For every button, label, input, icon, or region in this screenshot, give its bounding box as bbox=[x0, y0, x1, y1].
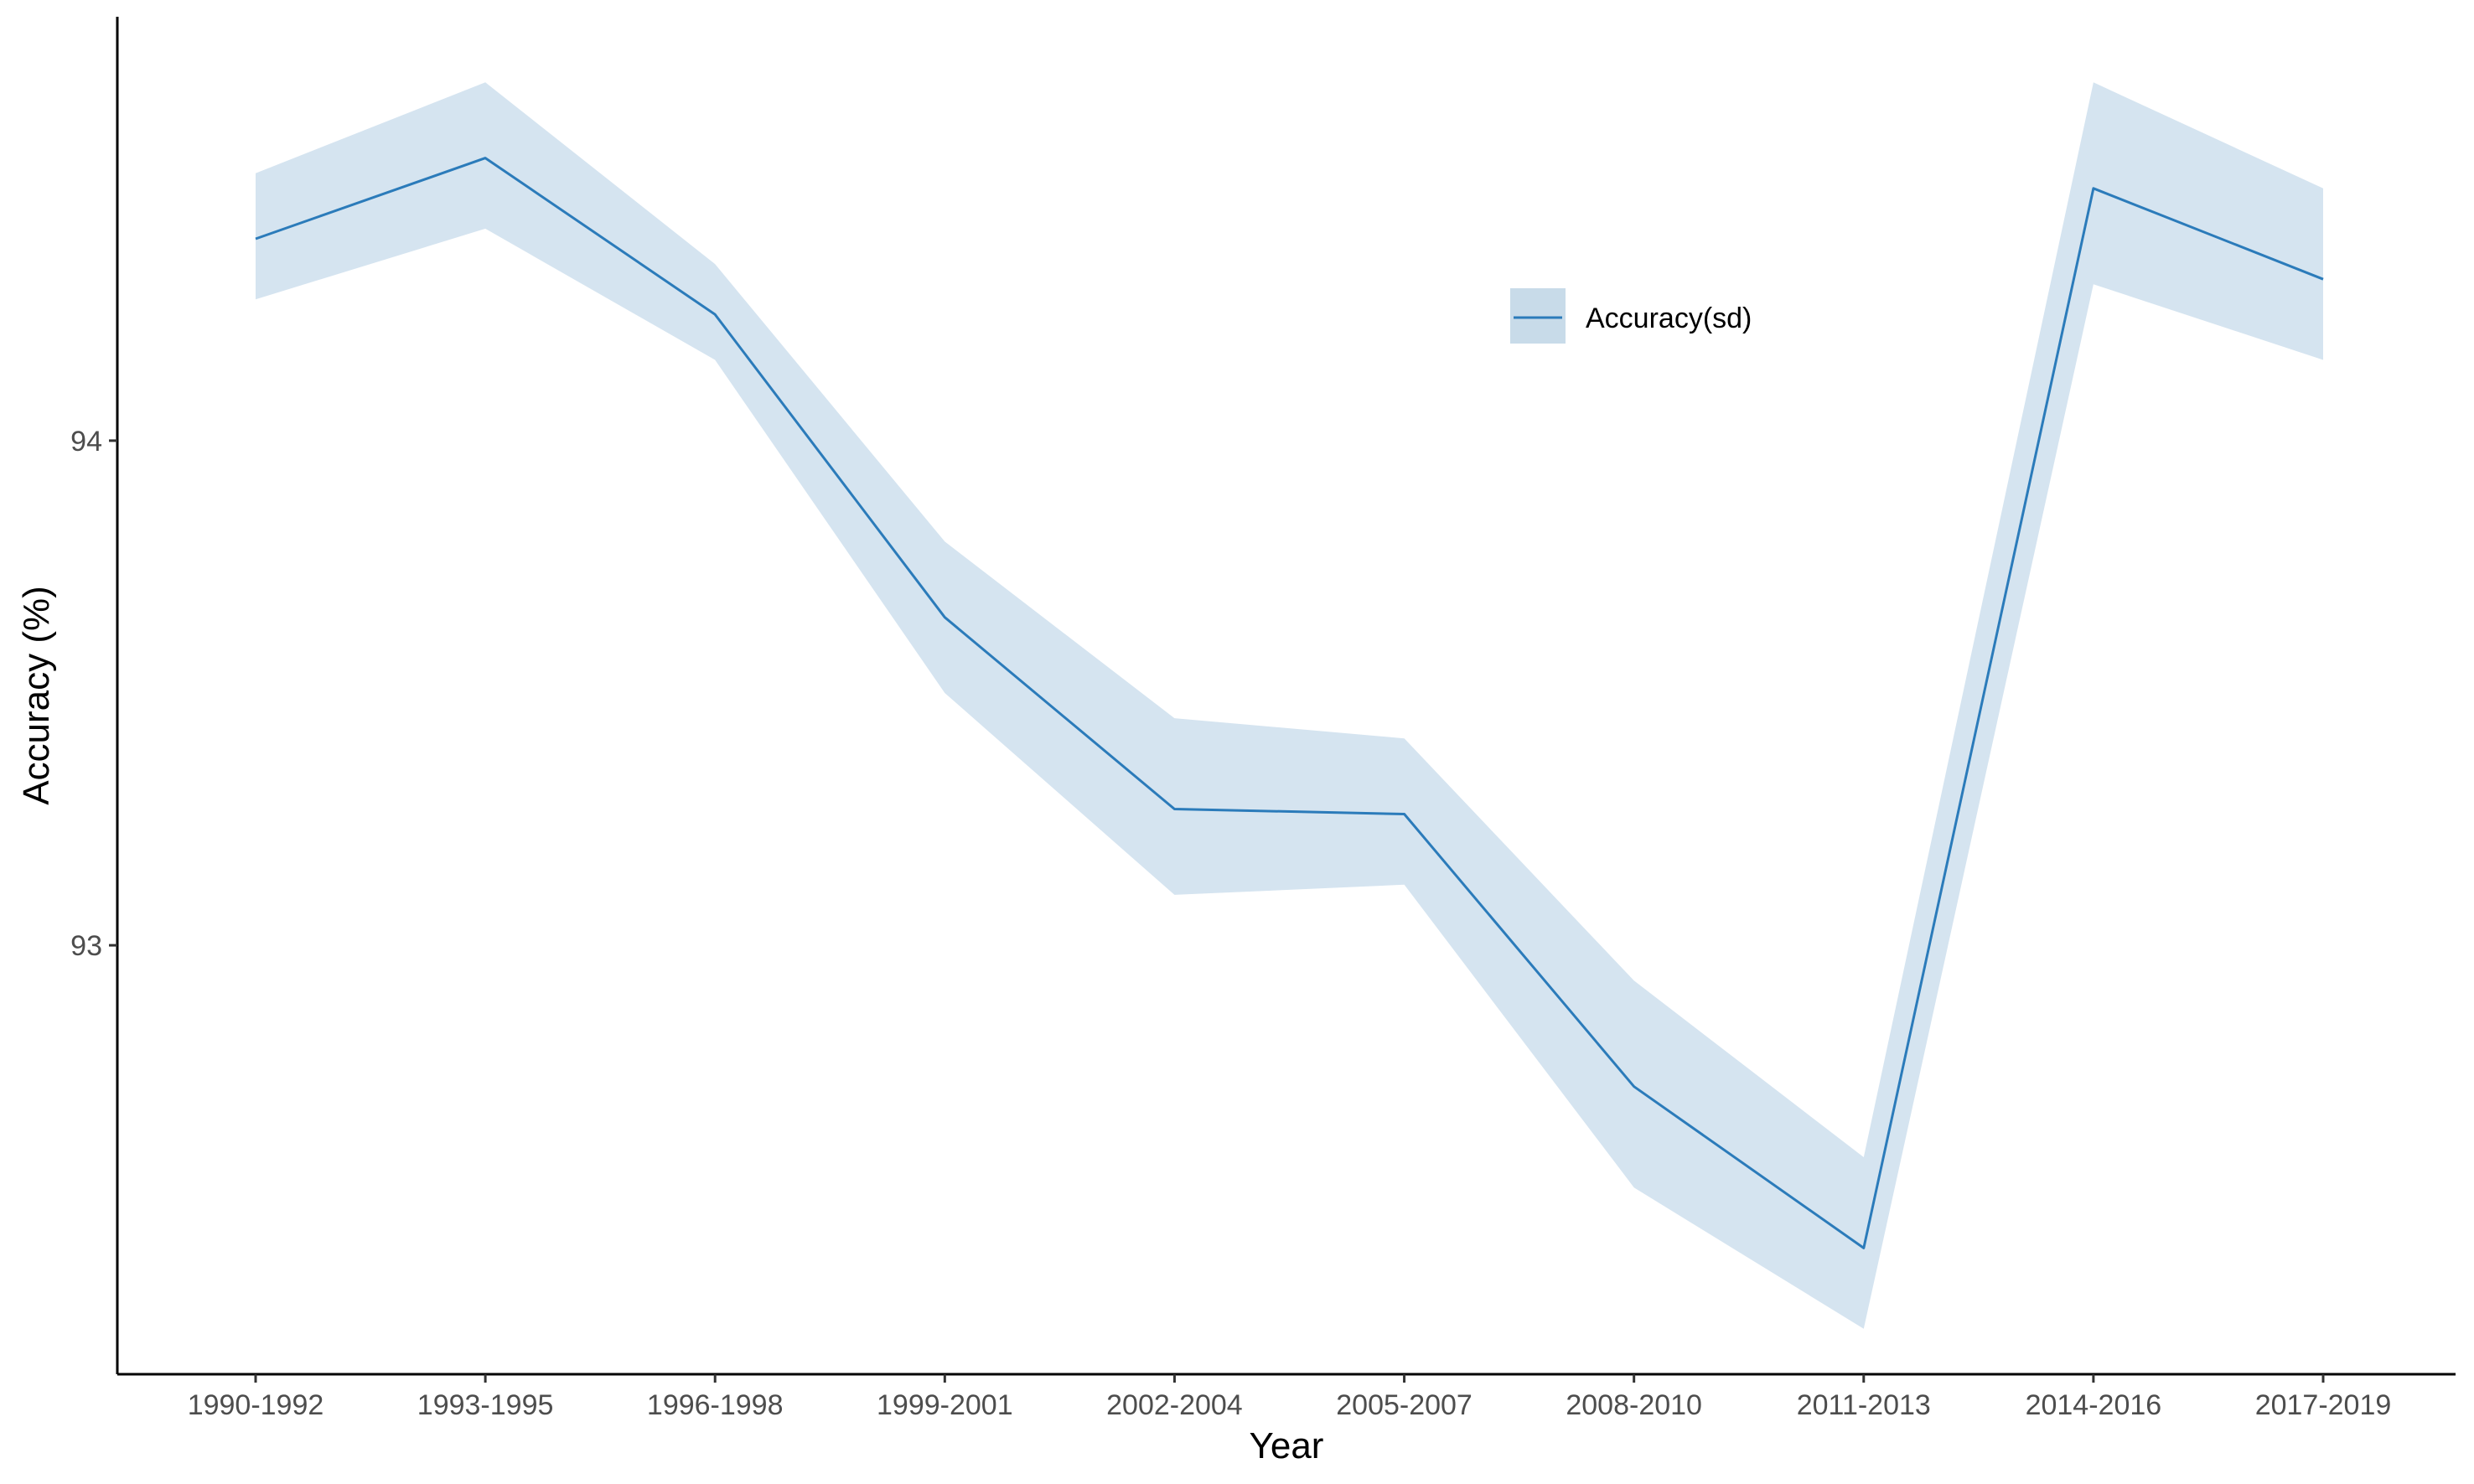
legend: Accuracy(sd) bbox=[1510, 288, 1752, 344]
x-tick-label: 1990-1992 bbox=[188, 1389, 324, 1421]
series-line-layer bbox=[255, 157, 2324, 1249]
x-tick-label: 2005-2007 bbox=[1336, 1389, 1472, 1421]
x-tick-label: 1993-1995 bbox=[417, 1389, 554, 1421]
y-axis-title: Accuracy (%) bbox=[16, 586, 57, 805]
x-tick-label: 2011-2013 bbox=[1797, 1389, 1931, 1421]
x-tick-label: 2017-2019 bbox=[2255, 1389, 2392, 1421]
sd-band-layer bbox=[256, 82, 2323, 1329]
x-ticks: 1990-1992 1993-1995 1996-1998 1999-2001 2002… bbox=[188, 1374, 2392, 1421]
axes bbox=[116, 17, 2456, 1376]
y-ticks: 93 94 bbox=[70, 426, 117, 962]
y-tick-label: 94 bbox=[70, 426, 102, 458]
legend-key-band bbox=[1510, 288, 1566, 344]
y-tick-label: 93 bbox=[70, 930, 102, 962]
x-tick-label: 2008-2010 bbox=[1566, 1389, 1702, 1421]
sd-band bbox=[256, 82, 2323, 1329]
x-tick-label: 2014-2016 bbox=[2026, 1389, 2162, 1421]
x-tick-label: 1996-1998 bbox=[647, 1389, 784, 1421]
x-tick-label: 2002-2004 bbox=[1106, 1389, 1243, 1421]
x-axis-title: Year bbox=[1250, 1425, 1324, 1466]
legend-label: Accuracy(sd) bbox=[1586, 302, 1752, 334]
accuracy-line bbox=[255, 157, 2324, 1249]
x-tick-label: 1999-2001 bbox=[877, 1389, 1013, 1421]
